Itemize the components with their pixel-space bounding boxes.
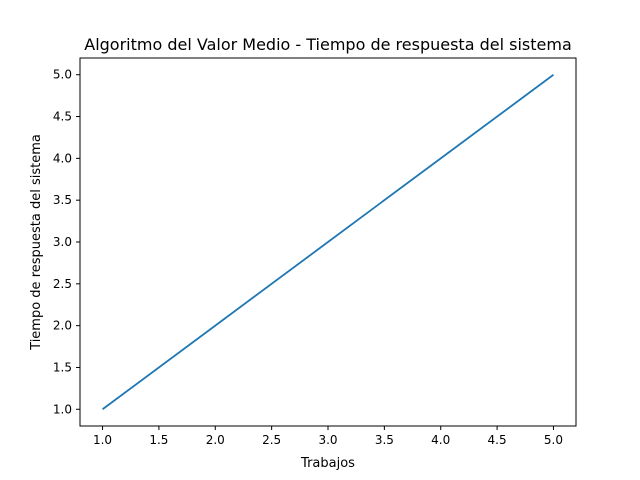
- series-layer: [102, 74, 554, 410]
- ticks-layer: 1.0 1.5 2.0 2.5 3.0 3.5 4.0 4.5 5.0 1.0 1.5 2.0 2.5 3…: [53, 68, 563, 447]
- x-tick-label: 2.5: [262, 433, 281, 447]
- y-tick-label: 1.5: [53, 360, 72, 374]
- y-tick-label: 2.0: [53, 319, 72, 333]
- x-tick-label: 3.0: [318, 433, 337, 447]
- y-axis-label: Tiempo de respuesta del sistema: [29, 134, 44, 351]
- y-tick-label: 5.0: [53, 68, 72, 82]
- y-tick-label: 3.0: [53, 235, 72, 249]
- y-tick-label: 4.5: [53, 110, 72, 124]
- x-tick-label: 1.5: [149, 433, 168, 447]
- x-tick-label: 3.5: [375, 433, 394, 447]
- y-tick-label: 2.5: [53, 277, 72, 291]
- y-tick-label: 1.0: [53, 402, 72, 416]
- x-tick-label: 4.0: [431, 433, 450, 447]
- chart-title: Algoritmo del Valor Medio - Tiempo de re…: [84, 35, 572, 54]
- x-tick-label: 1.0: [93, 433, 112, 447]
- x-tick-label: 5.0: [544, 433, 563, 447]
- x-tick-label: 4.5: [488, 433, 507, 447]
- plot-frame: [79, 57, 577, 427]
- y-tick-label: 4.0: [53, 151, 72, 165]
- y-tick-label: 3.5: [53, 193, 72, 207]
- x-axis-label: Trabajos: [300, 456, 355, 471]
- x-tick-label: 2.0: [206, 433, 225, 447]
- series-line: [102, 74, 554, 410]
